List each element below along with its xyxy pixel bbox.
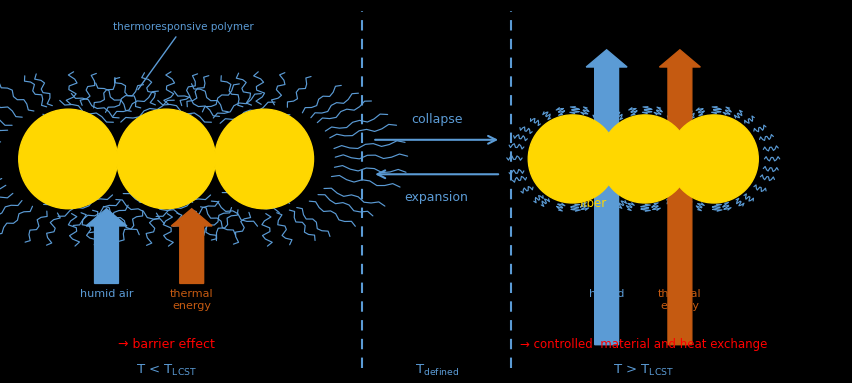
Text: collapse: collapse	[411, 113, 463, 126]
Text: expansion: expansion	[405, 192, 469, 205]
FancyArrow shape	[659, 50, 700, 345]
Ellipse shape	[215, 109, 314, 209]
Text: humid
air: humid air	[589, 289, 625, 311]
Text: humid air: humid air	[80, 289, 133, 299]
Ellipse shape	[117, 109, 216, 209]
Text: → controlled  material and heat exchange: → controlled material and heat exchange	[520, 338, 767, 351]
Ellipse shape	[19, 109, 118, 209]
Text: → barrier effect: → barrier effect	[118, 338, 215, 351]
Ellipse shape	[670, 115, 758, 203]
Text: thermoresponsive polymer: thermoresponsive polymer	[112, 22, 254, 90]
Text: T > T$_\mathrm{LCST}$: T > T$_\mathrm{LCST}$	[613, 362, 674, 378]
Ellipse shape	[528, 115, 617, 203]
FancyArrow shape	[86, 209, 127, 283]
Text: T < T$_\mathrm{LCST}$: T < T$_\mathrm{LCST}$	[135, 362, 197, 378]
Text: thermal
energy: thermal energy	[658, 289, 702, 311]
FancyArrow shape	[586, 50, 627, 345]
Text: thermal
energy: thermal energy	[170, 289, 214, 311]
Ellipse shape	[601, 115, 689, 203]
Text: fiber: fiber	[579, 171, 607, 210]
FancyArrow shape	[171, 209, 212, 283]
Text: T$_\mathrm{defined}$: T$_\mathrm{defined}$	[415, 362, 458, 378]
